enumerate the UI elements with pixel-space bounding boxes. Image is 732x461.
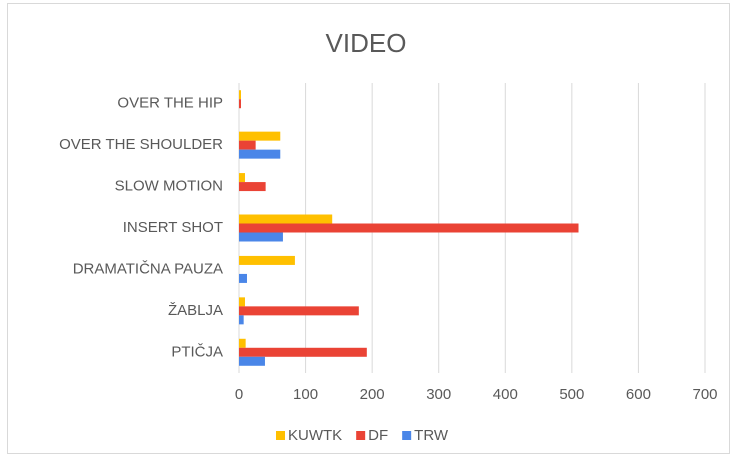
legend-swatch [356, 431, 366, 440]
legend-swatch [276, 431, 285, 440]
bar [239, 182, 266, 192]
y-tick-label: SLOW MOTION [115, 178, 223, 195]
chart-title: VIDEO [326, 28, 407, 58]
bar [239, 223, 579, 233]
bar [239, 255, 295, 265]
bar [239, 315, 244, 325]
x-tick-label: 600 [626, 386, 651, 403]
legend-swatch [402, 431, 412, 440]
bar [239, 99, 241, 109]
bar [239, 338, 246, 348]
x-tick-label: 400 [493, 386, 518, 403]
bar [239, 232, 283, 242]
bar [239, 173, 245, 183]
y-tick-label: OVER THE HIP [117, 95, 223, 112]
x-tick-label: 500 [559, 386, 584, 403]
x-tick-label: 200 [360, 386, 385, 403]
legend-label: DF [368, 427, 388, 444]
bar [239, 347, 367, 357]
bar [239, 297, 245, 307]
x-tick-label: 100 [293, 386, 318, 403]
bar [239, 149, 281, 159]
bar [239, 90, 241, 100]
x-tick-label: 300 [426, 386, 451, 403]
y-tick-label: ŽABLJA [168, 302, 223, 319]
bar [239, 214, 333, 224]
bar [239, 131, 281, 141]
y-tick-label: OVER THE SHOULDER [59, 136, 223, 153]
y-tick-label: DRAMATIČNA PAUZA [73, 260, 223, 277]
bar [239, 273, 247, 283]
y-tick-label: PTIČJA [171, 343, 223, 360]
bar [239, 356, 265, 366]
x-tick-label: 0 [235, 386, 243, 403]
bar [239, 140, 256, 150]
legend-label: KUWTK [288, 427, 342, 444]
legend-label: TRW [414, 427, 449, 444]
y-tick-label: INSERT SHOT [123, 219, 223, 236]
x-tick-label: 700 [692, 386, 717, 403]
bar [239, 306, 359, 316]
